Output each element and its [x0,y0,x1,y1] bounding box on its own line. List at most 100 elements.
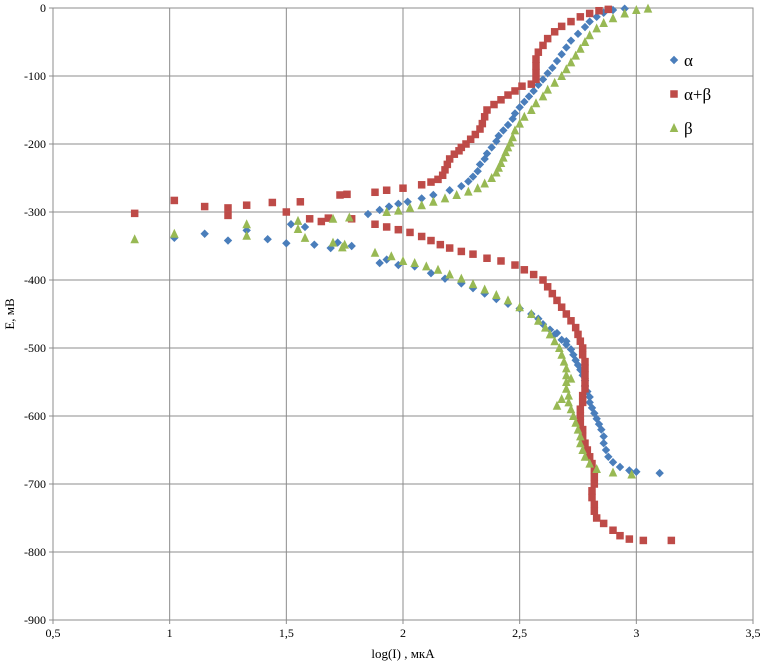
data-point [595,6,603,15]
data-point [532,55,540,63]
data-point [532,68,540,77]
x-tick-label: 2,5 [512,626,527,640]
data-point [583,446,592,454]
data-point [293,215,303,225]
data-point [576,438,585,448]
data-point [581,439,589,447]
data-point [427,236,435,245]
data-point [427,178,435,186]
data-point [452,190,461,199]
data-point [445,269,454,279]
data-point [632,467,641,476]
data-point [564,390,573,400]
data-point [562,43,571,52]
data-point [571,323,580,332]
data-point [480,178,489,188]
data-point [371,188,379,197]
legend-marker [669,55,679,65]
data-point [473,167,482,176]
data-point [515,118,524,128]
data-point [581,364,589,373]
data-point [562,337,571,346]
data-point [520,111,529,121]
data-point [566,57,576,67]
data-point [406,228,414,237]
data-point [317,217,326,226]
data-point [543,84,552,94]
tick-labels: 0 -100 -200 -300 -400 -500 -600 -700 -800 -9000,5… [24,1,761,640]
data-point [581,357,589,366]
data-point [578,391,587,400]
data-point [441,166,449,174]
data-point [170,228,179,238]
data-point [508,132,517,142]
data-point [422,261,431,271]
data-point [625,466,634,475]
data-point [224,204,232,212]
data-point [601,445,611,455]
data-point [578,398,587,407]
data-point [480,284,489,294]
data-point [557,71,566,80]
data-point [263,235,272,244]
legend-label: β [684,119,693,138]
y-tick-label: -700 [24,477,46,491]
data-point [475,160,485,169]
y-axis-title: E, мВ [2,298,17,330]
data-point [585,458,594,468]
data-point [440,193,450,203]
data-point [608,458,618,467]
data-point [592,464,601,474]
data-point [573,29,583,39]
data-point [429,196,438,206]
data-point [496,158,506,168]
data-point [242,226,251,235]
data-point [541,322,550,332]
x-tick-label: 3,5 [746,626,761,640]
data-point [286,220,296,229]
axes [49,7,754,624]
data-point [375,205,384,215]
data-point [394,205,403,215]
data-point [433,264,443,274]
data-point [242,230,251,240]
data-point [576,13,585,21]
data-point [569,411,578,420]
data-point [293,224,303,233]
data-point [242,201,251,209]
data-point [608,13,618,23]
data-point [336,191,344,199]
legend-label: α [684,51,693,70]
data-point [518,82,526,90]
data-point [557,394,566,403]
data-point [445,186,454,195]
data-point [382,223,391,231]
data-point [534,48,543,56]
data-point [417,181,426,189]
data-point [581,371,589,379]
data-point [548,63,557,73]
data-point [529,86,538,96]
data-point [170,196,179,205]
data-point [580,451,590,461]
series-2 [130,5,676,545]
data-point [300,222,310,232]
data-point [324,214,333,222]
data-point [576,43,585,53]
data-point [625,535,634,543]
data-point [580,37,590,46]
legend-label: α+β [684,85,711,104]
data-point [394,199,403,209]
data-point [590,409,599,418]
data-point [503,142,513,152]
data-point [487,173,496,182]
data-point [578,351,587,359]
x-tick-label: 1,5 [279,626,294,640]
data-point [478,119,487,128]
data-point [566,404,576,414]
data-point [417,194,426,203]
data-point [562,64,571,74]
data-point [515,103,524,112]
